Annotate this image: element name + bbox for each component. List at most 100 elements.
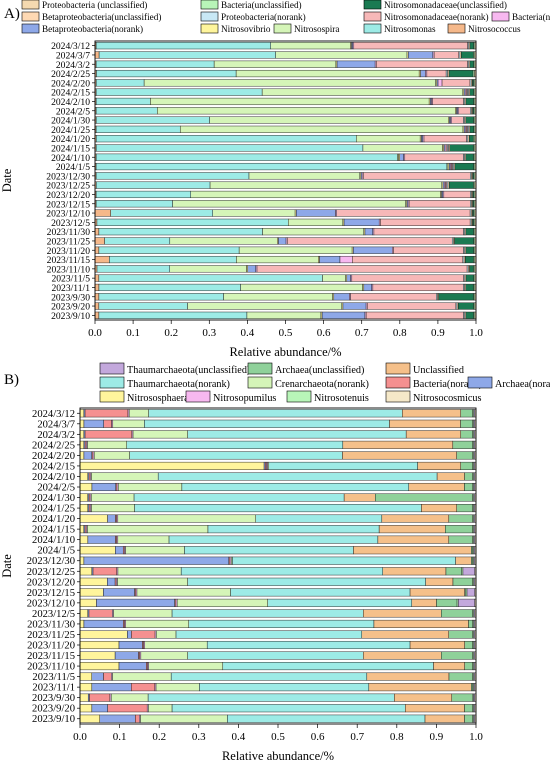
bar-segment [452,577,473,586]
bar-segment [408,51,434,59]
bar-segment [353,42,468,50]
bar-segment [287,237,453,245]
bar-segment [87,440,127,449]
bar-segment [405,430,462,439]
legend-swatch [200,23,219,34]
bar-segment [261,88,464,96]
bar-segment [140,714,228,723]
legend-item: Thaumarchaeota(norank) [99,376,230,390]
bar-segment [79,451,85,460]
bar-segment [110,693,149,702]
legend-label: Thaumarchaeota(unclassified) [127,365,250,376]
y-tick-label: 2024/1/30 [32,493,75,504]
bar-segment [458,302,474,310]
bar-segment [79,535,89,544]
bar-segment [433,662,465,671]
y-tick-label: 2024/1/30 [51,116,90,127]
legend-label: Nitrosospira [294,24,339,34]
legend-swatch [21,11,40,22]
bar-segment [336,60,376,68]
bar-segment [79,588,104,597]
bar-segment [156,630,177,639]
chart-panel-1: A) Proteobacteria (unclassified) Bacteria(… [0,0,550,359]
bar-segment [361,630,449,639]
bar-segment [79,577,108,586]
bar-segment [342,440,454,449]
bar-segment [144,640,208,650]
bar-segment [409,640,465,650]
legend-swatch [467,376,493,389]
bar-segment [93,451,130,460]
bar-segment [79,472,89,481]
bar-segment [465,153,474,161]
y-tick-label: 2024/1/15 [51,143,90,154]
bar-segment [126,440,344,449]
bar-segment [83,451,93,460]
bar-segment [171,704,406,713]
x-tick-label: 0.4 [232,731,246,743]
bar-segment [455,556,472,565]
y-tick-label: 2023/12/15 [46,199,90,210]
bar-segment [363,651,442,660]
bar-segment [187,651,364,660]
bar-segment [339,255,353,264]
bar-segment [169,237,278,245]
y-tick-label: 2023/9/30 [51,292,90,303]
legend-swatch [286,390,312,403]
bar-segment [441,651,473,660]
bar-segment [363,609,442,618]
bar-segment [275,51,408,59]
x-tick-label: 0.7 [355,327,369,339]
bar-segment [454,237,474,245]
bar-segment [91,472,159,481]
bar-segment [288,218,344,226]
bar-segment [98,51,276,59]
bar-segment [135,714,140,723]
legend-label: Nitrosomonadaceae(unclassified) [384,0,507,10]
y-tick-label: 2023/11/20 [27,641,75,652]
y-tick-label: 2024/2/5 [37,483,75,494]
bar-segment [448,535,473,544]
y-tick-label: 2024/1/15 [32,525,75,536]
x-tick-label: 0.8 [390,731,404,743]
legend-label: Betaproteobacteria(norank) [42,24,143,34]
y-tick-label: 2024/2/15 [32,461,75,472]
bar-segment [171,609,364,618]
legend-label: Unclassified [413,365,464,376]
bar-segment [144,419,390,428]
bar-segment [95,42,271,50]
bar-segment [112,419,145,428]
y-tick-label: 2023/12/10 [46,209,90,220]
bar-segment [343,218,380,226]
bar-segment [98,283,241,292]
bar-segment [448,672,473,681]
bar-segment [464,704,473,713]
bar-segment [322,274,346,282]
bar-segment [378,525,446,534]
bar-segment [460,409,473,418]
bar-segment [353,546,472,555]
bar-segment [441,79,471,87]
bar-segment [207,525,380,534]
bar-segment [230,588,411,597]
bar-segment [223,293,333,301]
bar-segment [94,51,100,59]
bar-segment [448,69,474,78]
bar-segment [423,135,467,143]
bar-segment [95,97,151,106]
bar-segment [91,672,104,681]
bar-segment [236,255,319,264]
legend-swatch [447,23,466,34]
bar-segment [353,246,393,254]
bar-segment [113,609,173,618]
bar-segment [333,293,350,301]
y-tick-label: 2023/9/10 [32,714,75,725]
bar-segment [464,482,473,492]
bar-segment [377,535,450,544]
bar-segment [175,630,363,639]
bar-segment [110,209,213,217]
y-axis-label: Date [0,168,14,192]
bar-segment [373,228,464,236]
legend-item: Nitrososphaera [99,390,189,404]
bar-segment [79,704,93,713]
